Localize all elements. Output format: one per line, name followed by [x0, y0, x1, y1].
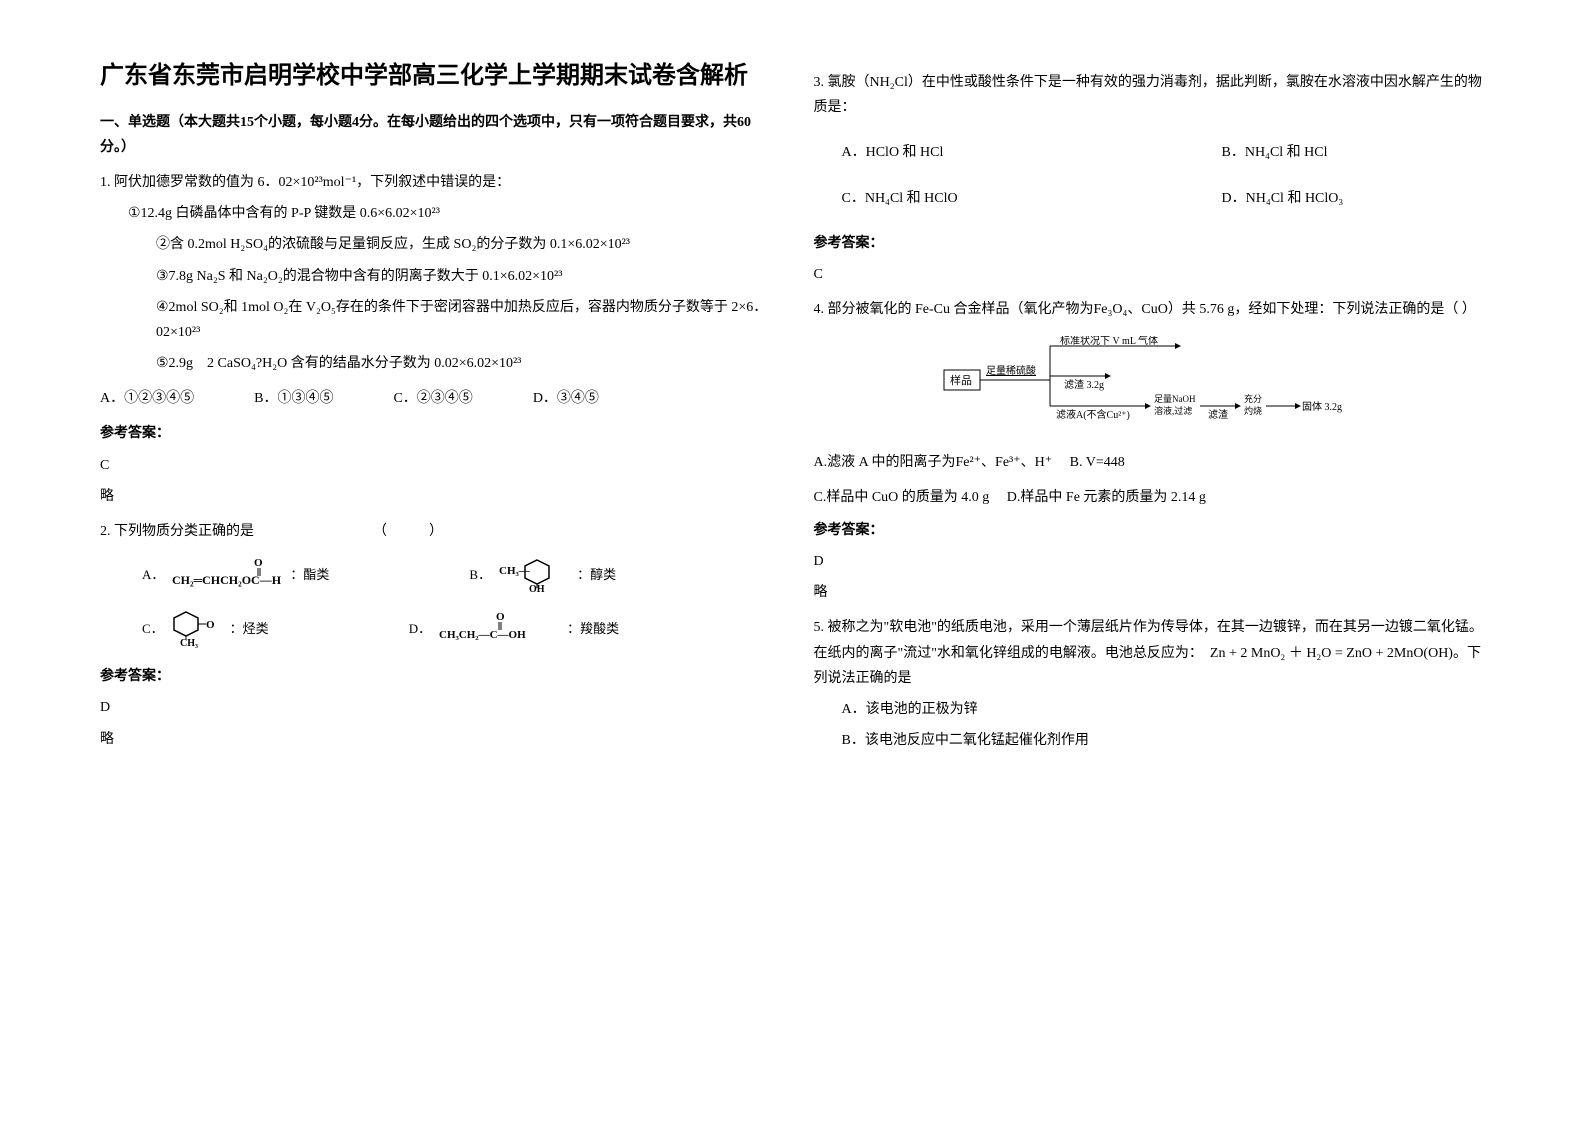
structure-b-icon: CH₃— OH: [499, 556, 569, 592]
doc-title: 广东省东莞市启明学校中学部高三化学上学期期末试卷含解析: [100, 60, 774, 94]
q2-opt-b: B． CH₃— OH ：醇类: [469, 556, 616, 592]
flow-filtrate-a: 滤液A(不含Cu²⁺): [1056, 408, 1130, 421]
flow-burn: 充分: [1244, 393, 1262, 404]
q4-opt-b: B. V=448: [1070, 455, 1125, 470]
q1-item-5: ⑤2.9g 2 CaSO₄?H₂O 含有的结晶水分子数为 0.02×6.02×1…: [156, 351, 774, 376]
structure-a-icon: CH₂═CHCH₂OC—H O: [172, 556, 282, 592]
q4-flow-diagram: 样品 足量稀硫酸 标准状况下 V mL 气体 滤渣 3.2g 滤液A(不含Cu²…: [940, 336, 1360, 435]
svg-text:溶液,过滤: 溶液,过滤: [1154, 405, 1192, 416]
q2-opt-a: A． CH₂═CHCH₂OC—H O ：酯类: [142, 556, 329, 592]
section-1-head: 一、单选题（本大题共15个小题，每小题4分。在每小题给出的四个选项中，只有一项符…: [100, 110, 774, 160]
q1-item-1: ①12.4g 白磷晶体中含有的 P-P 键数是 0.6×6.02×10²³: [128, 201, 774, 226]
svg-text:O: O: [496, 611, 505, 623]
svg-text:CH₃CH₂—C—OH: CH₃CH₂—C—OH: [439, 629, 526, 641]
q2-opt-d: D． CH₃CH₂—C—OH O ：羧酸类: [409, 610, 619, 646]
flow-solid: 固体 3.2g: [1302, 401, 1342, 413]
q1-item-4: ④2mol SO₂和 1mol O₂在 V₂O₅存在的条件下于密闭容器中加热反应…: [156, 295, 774, 345]
q4-opt-a: A.滤液 A 中的阳离子为Fe²⁺、Fe³⁺、H⁺: [814, 455, 1053, 470]
q4-opt-c: C.样品中 CuO 的质量为 4.0 g: [814, 490, 990, 505]
q1-options: A．①②③④⑤ B．①③④⑤ C．②③④⑤ D．③④⑤: [100, 386, 774, 411]
q1-ans: C: [100, 453, 774, 478]
structure-c-icon: O CH₃: [172, 608, 222, 648]
q3-opt-c: C．NH₄Cl 和 HClO: [842, 186, 1222, 211]
q4-stem: 4. 部分被氧化的 Fe-Cu 合金样品（氧化产物为Fe₃O₄、CuO）共 5.…: [814, 297, 1488, 322]
flow-residue: 滤渣 3.2g: [1064, 378, 1104, 391]
svg-text:CH₂═CHCH₂OC—H: CH₂═CHCH₂OC—H: [172, 573, 282, 587]
svg-text:CH₃—: CH₃—: [499, 565, 531, 577]
q3-opt-b: B．NH₄Cl 和 HCl: [1222, 140, 1328, 165]
q1-opt-d: D．③④⑤: [533, 386, 599, 411]
q2-opt-c: C． O CH₃ ：烃类: [142, 608, 269, 648]
q4-note: 略: [814, 580, 1488, 605]
q1-stem: 1. 阿伏加德罗常数的值为 6．02×10²³mol⁻¹，下列叙述中错误的是：: [100, 170, 774, 195]
q2-ans: D: [100, 695, 774, 720]
q1-opt-a: A．①②③④⑤: [100, 386, 194, 411]
flow-residue2: 滤渣: [1208, 408, 1228, 421]
q1-item-2: ②含 0.2mol H₂SO₄的浓硫酸与足量铜反应，生成 SO₂的分子数为 0.…: [156, 232, 774, 257]
q3-stem: 3. 氯胺（NH₂Cl）在中性或酸性条件下是一种有效的强力消毒剂，据此判断，氯胺…: [814, 70, 1488, 120]
q2-stem: 2. 下列物质分类正确的是 （ ）: [100, 519, 774, 544]
q2-ans-label: 参考答案：: [100, 664, 774, 689]
svg-text:CH₃: CH₃: [180, 638, 198, 648]
q1-opt-b: B．①③④⑤: [254, 386, 333, 411]
q1-note: 略: [100, 484, 774, 509]
q1-opt-c: C．②③④⑤: [393, 386, 472, 411]
q1-ans-label: 参考答案：: [100, 421, 774, 446]
q3-opt-d: D．NH₄Cl 和 HClO₃: [1222, 186, 1344, 211]
q3-options: A．HClO 和 HCl B．NH₄Cl 和 HCl C．NH₄Cl 和 HCl…: [842, 140, 1488, 210]
structure-d-icon: CH₃CH₂—C—OH O: [439, 610, 559, 646]
q5-opt-a: A．该电池的正极为锌: [842, 697, 1488, 722]
flow-gas: 标准状况下 V mL 气体: [1060, 336, 1158, 347]
q2-structures: A． CH₂═CHCH₂OC—H O ：酯类 B． CH₃— OH ：醇类: [142, 556, 774, 648]
q4-ans-label: 参考答案：: [814, 518, 1488, 543]
q4-opts-ab: A.滤液 A 中的阳离子为Fe²⁺、Fe³⁺、H⁺ B. V=448: [814, 450, 1488, 475]
flow-sample: 样品: [950, 373, 972, 387]
q4-ans: D: [814, 549, 1488, 574]
svg-text:O: O: [254, 557, 263, 569]
svg-text:灼烧: 灼烧: [1244, 405, 1262, 416]
q1-item-3: ③7.8g Na₂S 和 Na₂O₂的混合物中含有的阴离子数大于 0.1×6.0…: [156, 264, 774, 289]
q3-opt-a: A．HClO 和 HCl: [842, 140, 1222, 165]
right-column: 3. 氯胺（NH₂Cl）在中性或酸性条件下是一种有效的强力消毒剂，据此判断，氯胺…: [794, 60, 1508, 1062]
q3-ans: C: [814, 262, 1488, 287]
q4-opts-cd: C.样品中 CuO 的质量为 4.0 g D.样品中 Fe 元素的质量为 2.1…: [814, 485, 1488, 510]
flow-naoh: 足量NaOH: [1154, 394, 1196, 404]
left-column: 广东省东莞市启明学校中学部高三化学上学期期末试卷含解析 一、单选题（本大题共15…: [80, 60, 794, 1062]
q5-opt-b: B．该电池反应中二氧化锰起催化剂作用: [842, 728, 1488, 753]
flow-acid: 足量稀硫酸: [986, 364, 1036, 377]
q3-ans-label: 参考答案：: [814, 231, 1488, 256]
q4-opt-d: D.样品中 Fe 元素的质量为 2.14 g: [1007, 490, 1206, 505]
q2-note: 略: [100, 727, 774, 752]
q5-stem: 5. 被称之为"软电池"的纸质电池，采用一个薄层纸片作为传导体，在其一边镀锌，而…: [814, 615, 1488, 691]
svg-text:O: O: [206, 619, 215, 631]
